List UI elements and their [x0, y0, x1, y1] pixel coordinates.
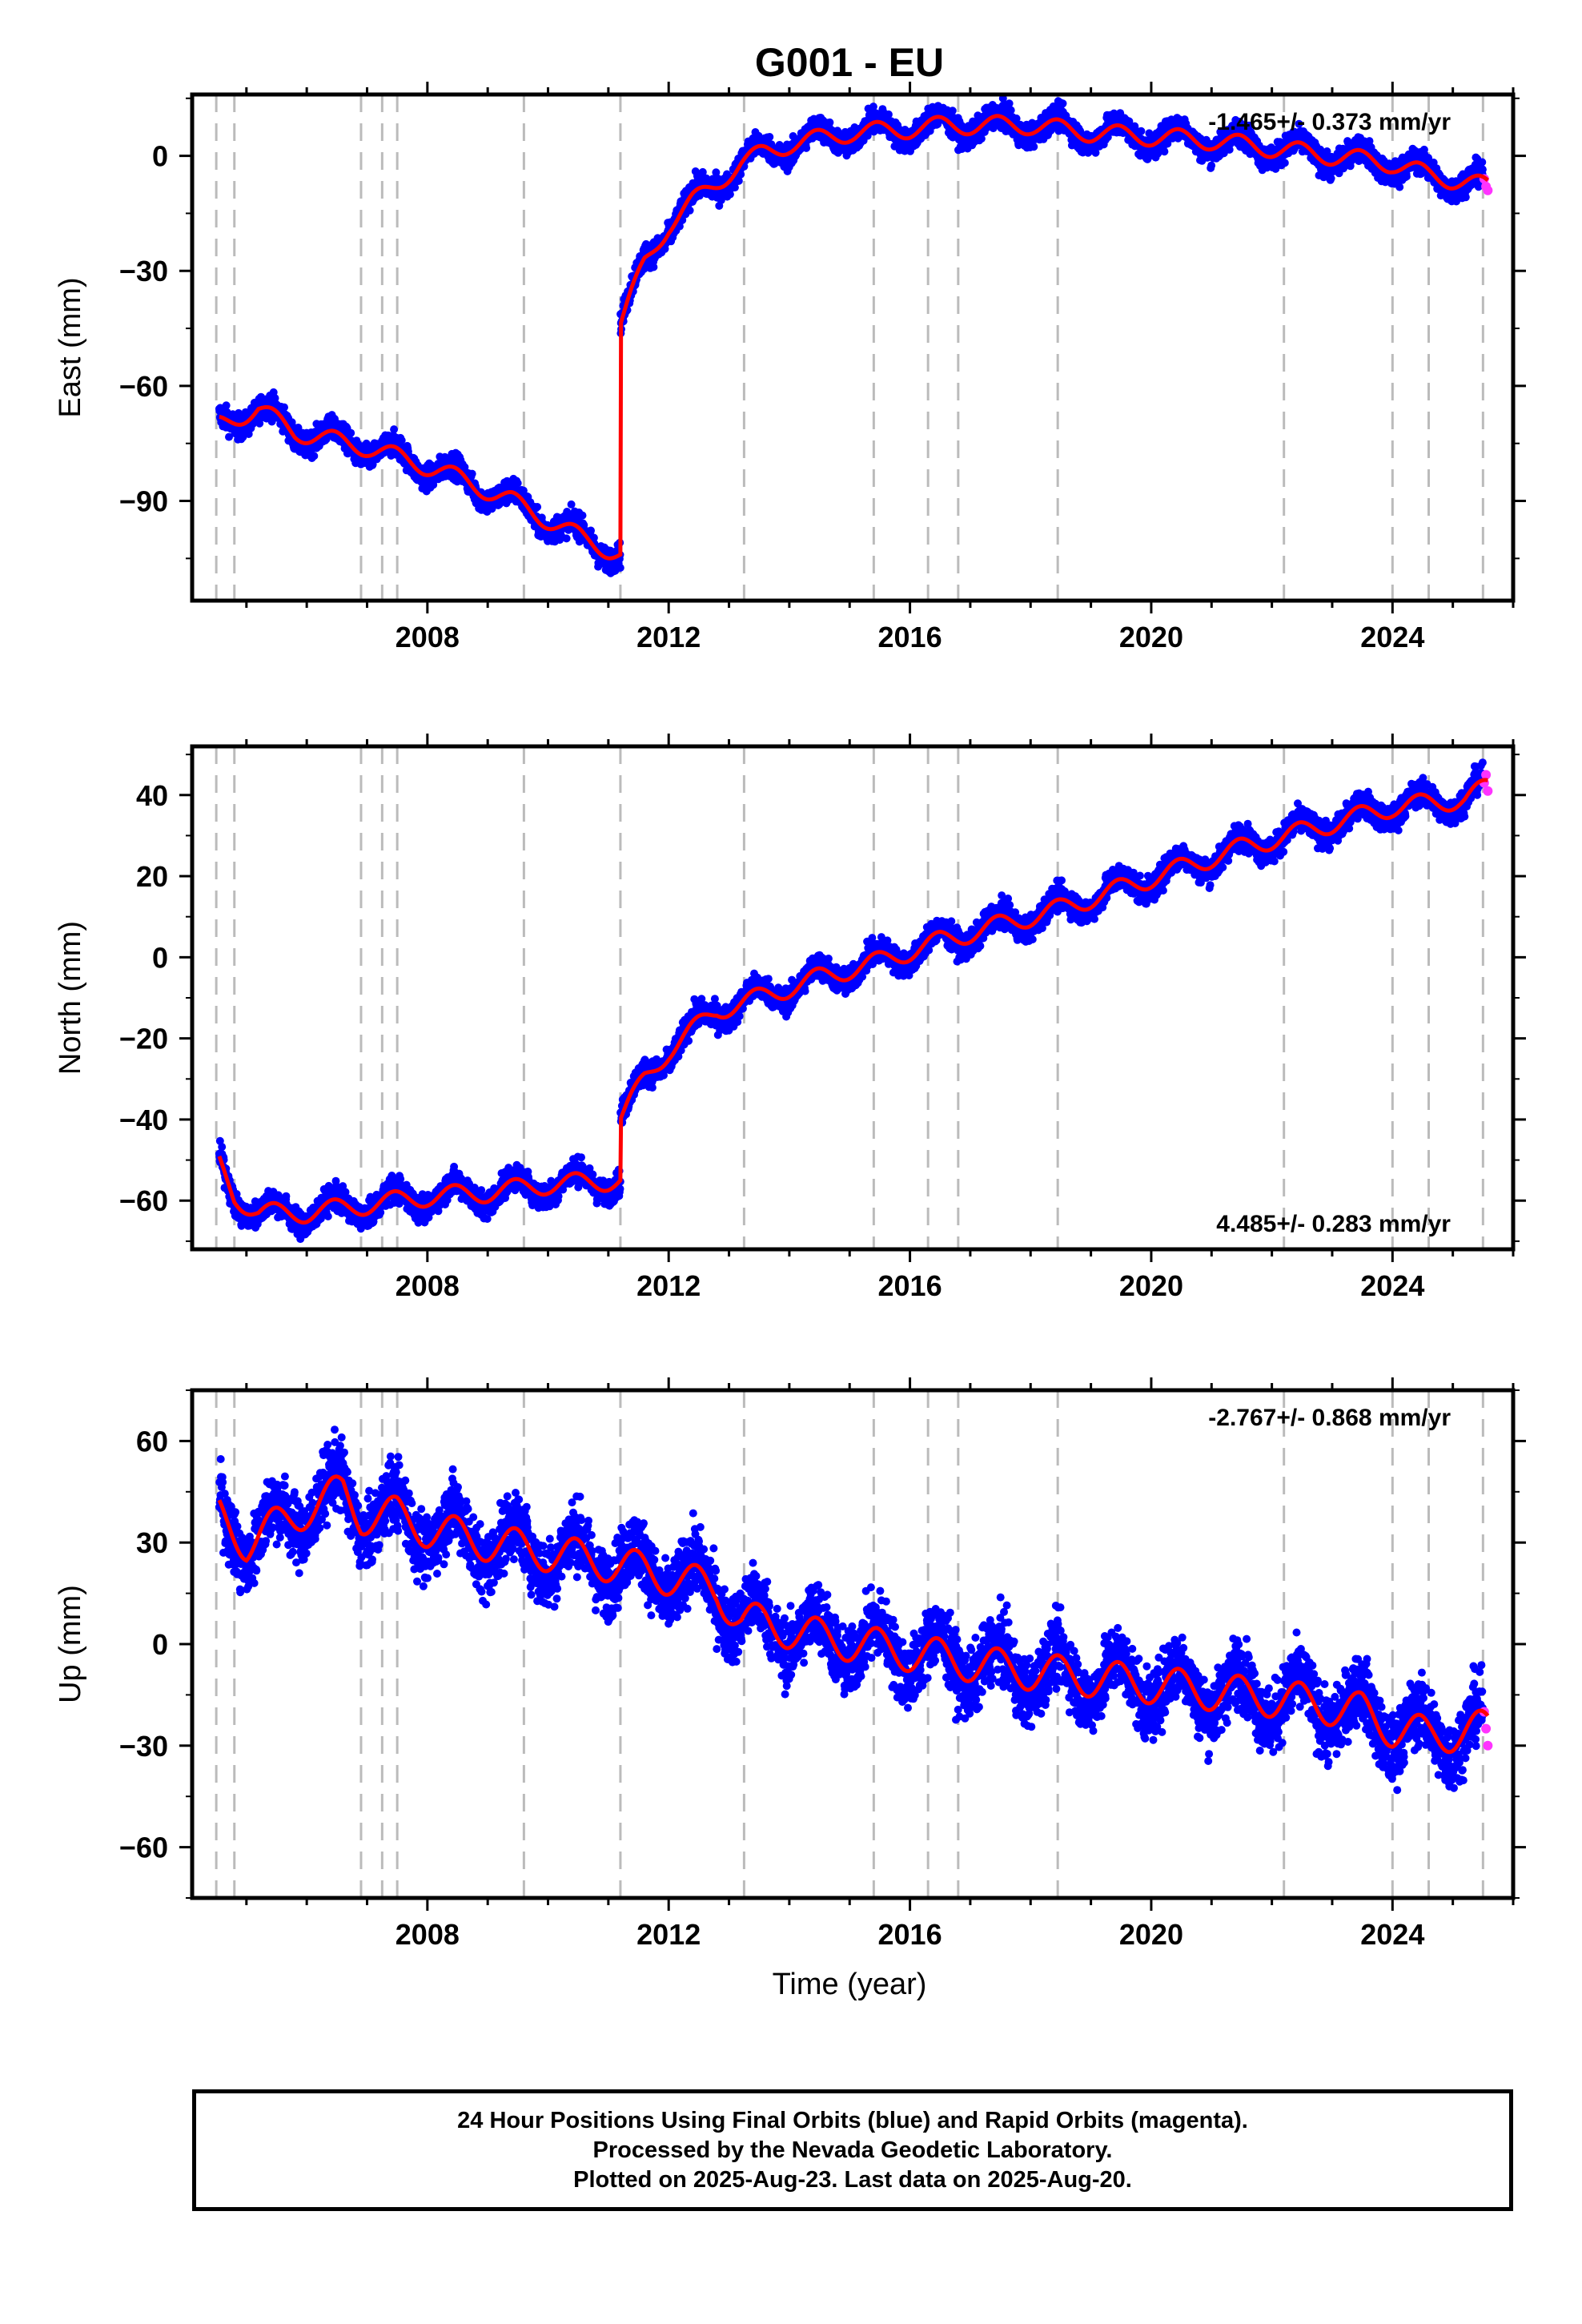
- data-point: [685, 206, 694, 215]
- data-point: [1395, 183, 1404, 191]
- data-point: [802, 143, 811, 152]
- data-point: [730, 183, 739, 192]
- data-point: [347, 428, 355, 437]
- data-point: [589, 533, 598, 542]
- data-point: [397, 436, 406, 444]
- data-point: [1280, 159, 1289, 167]
- data-point: [1207, 161, 1216, 170]
- data-point: [1005, 99, 1014, 108]
- data-point: [390, 425, 399, 434]
- data-point: [310, 452, 319, 460]
- data-point: [1006, 106, 1015, 115]
- data-point: [294, 424, 303, 432]
- data-point: [225, 432, 233, 441]
- data-point: [977, 135, 986, 143]
- data-point: [513, 479, 522, 488]
- data-point: [869, 103, 877, 111]
- data-point: [1402, 172, 1411, 181]
- data-point: [698, 167, 707, 176]
- data-point: [1160, 147, 1169, 156]
- data-point: [533, 503, 542, 511]
- data-point: [587, 526, 595, 535]
- figure-title: G001 - EU: [755, 40, 944, 85]
- data-point: [765, 133, 774, 141]
- data-point: [222, 401, 231, 410]
- data-point: [869, 127, 878, 136]
- data-point: [725, 190, 734, 199]
- data-point: [468, 469, 476, 478]
- data-point: [1327, 174, 1335, 183]
- data-point: [884, 110, 893, 119]
- data-point: [737, 170, 745, 179]
- data-point: [562, 534, 571, 543]
- data-point: [1091, 148, 1100, 157]
- data-point: [825, 118, 834, 127]
- final-orbit-points: [215, 94, 1488, 577]
- data-point: [578, 511, 587, 520]
- data-point: [519, 486, 528, 495]
- data-point: [675, 222, 684, 231]
- data-point: [1137, 127, 1146, 135]
- data-point: [1130, 122, 1139, 131]
- data-point: [649, 263, 658, 271]
- data-point: [616, 564, 624, 572]
- data-point: [1030, 143, 1038, 151]
- data-point: [734, 176, 743, 185]
- data-point: [712, 168, 721, 177]
- data-point: [1058, 99, 1067, 108]
- data-point: [567, 500, 576, 509]
- data-point: [280, 403, 288, 412]
- data-point: [1125, 117, 1134, 126]
- data-point: [948, 107, 957, 115]
